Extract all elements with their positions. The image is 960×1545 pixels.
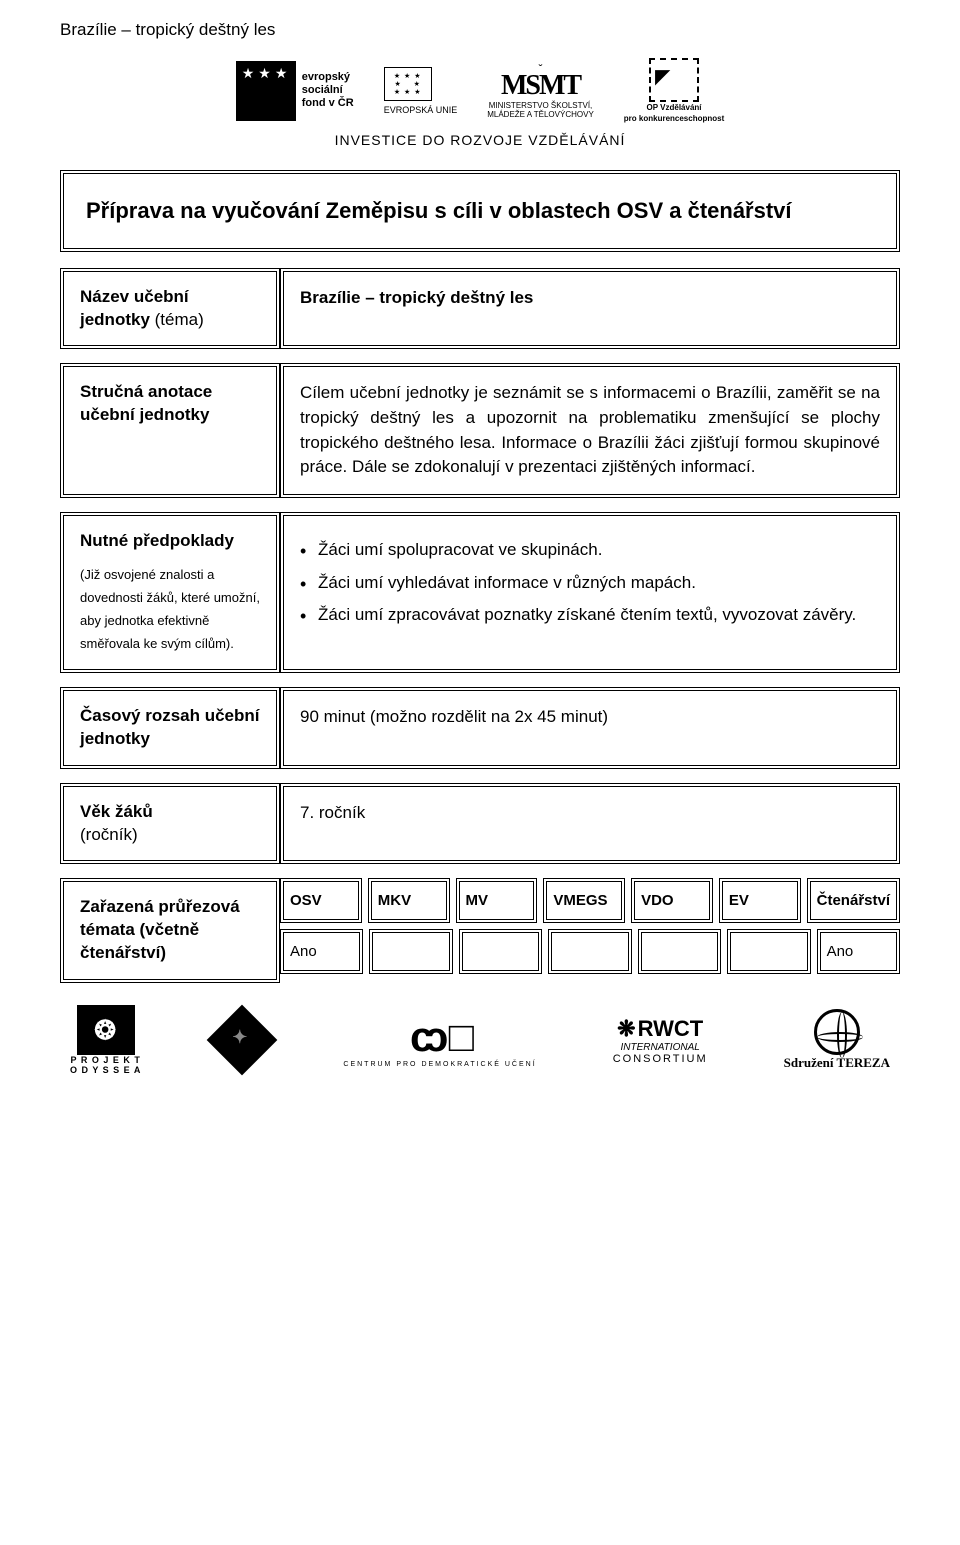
value-unit-name: Brazílie – tropický deštný les <box>280 268 900 350</box>
theme-value: Ano <box>817 929 900 974</box>
rwct-title: RWCT <box>617 1016 703 1042</box>
tereza-logo: Sdružení TEREZA <box>784 1009 890 1071</box>
tereza-text: Sdružení TEREZA <box>784 1055 890 1071</box>
value-prerequisites: Žáci umí spolupracovat ve skupinách. Žác… <box>280 512 900 673</box>
projekt-odyssea-logo: ❂ P R O J E K T O D Y S S E A <box>70 1005 141 1075</box>
op-line1: OP Vzdělávání <box>647 104 702 113</box>
label-age-bold: Věk žáků <box>80 802 153 821</box>
top-logo-row: evropskýsociálnífond v ČR ★ ★ ★★ ★★ ★ ★ … <box>60 58 900 124</box>
theme-value <box>459 929 542 974</box>
row-annotation: Stručná anotace učební jednotky Cílem uč… <box>60 363 900 498</box>
theme-header: EV <box>719 878 801 923</box>
label-annotation: Stručná anotace učební jednotky <box>60 363 280 498</box>
theme-header: VMEGS <box>543 878 625 923</box>
row-prerequisites: Nutné předpoklady (Již osvojené znalosti… <box>60 512 900 673</box>
spacer <box>60 769 900 783</box>
odyssea-text: O D Y S S E A <box>70 1065 141 1075</box>
theme-header: MKV <box>368 878 450 923</box>
label-themes: Zařazená průřezová témata (včetně čtenář… <box>60 878 280 983</box>
spacer <box>60 864 900 878</box>
eu-logo: ★ ★ ★★ ★★ ★ ★ EVROPSKÁ UNIE <box>384 67 458 115</box>
investice-tagline: INVESTICE DO ROZVOJE VZDĚLÁVÁNÍ <box>60 132 900 148</box>
theme-value <box>638 929 721 974</box>
esf-text: evropskýsociálnífond v ČR <box>302 71 354 111</box>
projekt-text: P R O J E K T <box>71 1055 141 1065</box>
themes-value-row: Ano Ano <box>280 929 900 974</box>
rwct-logo: RWCT INTERNATIONAL CONSORTIUM <box>613 1016 708 1065</box>
rwct-international: INTERNATIONAL <box>621 1042 700 1053</box>
op-icon <box>649 58 699 102</box>
label-age-plain: (ročník) <box>80 825 138 844</box>
lesson-title: Příprava na vyučování Zeměpisu s cíli v … <box>86 198 792 223</box>
prereq-list: Žáci umí spolupracovat ve skupinách. Žác… <box>300 538 880 628</box>
eu-flag-icon: ★ ★ ★★ ★★ ★ ★ <box>384 67 432 101</box>
row-themes: Zařazená průřezová témata (včetně čtenář… <box>60 878 900 983</box>
page: Brazílie – tropický deštný les evropskýs… <box>0 0 960 1105</box>
label-time: Časový rozsah učební jednotky <box>60 687 280 769</box>
msmt-logo: ˇ MSMT MINISTERSTVO ŠKOLSTVÍ, MLÁDEŽE A … <box>487 62 594 120</box>
theme-header: Čtenářství <box>807 878 900 923</box>
theme-header: VDO <box>631 878 713 923</box>
footer-logo-row: ❂ P R O J E K T O D Y S S E A cc□ CENTRU… <box>60 1005 900 1075</box>
value-time: 90 minut (možno rozdělit na 2x 45 minut) <box>280 687 900 769</box>
value-age: 7. ročník <box>280 783 900 865</box>
spacer <box>60 673 900 687</box>
theme-header: MV <box>456 878 538 923</box>
eu-label: EVROPSKÁ UNIE <box>384 105 458 115</box>
op-logo: OP Vzdělávání pro konkurenceschopnost <box>624 58 724 124</box>
prereq-item: Žáci umí vyhledávat informace v různých … <box>300 571 880 596</box>
theme-value <box>369 929 452 974</box>
row-unit-name: Název učební jednotky (téma) Brazílie – … <box>60 268 900 350</box>
prereq-item: Žáci umí spolupracovat ve skupinách. <box>300 538 880 563</box>
msmt-line2: MLÁDEŽE A TĚLOVÝCHOVY <box>487 111 594 120</box>
themes-grid-wrap: OSV MKV MV VMEGS VDO EV Čtenářství Ano A… <box>280 878 900 974</box>
row-age: Věk žáků (ročník) 7. ročník <box>60 783 900 865</box>
label-annotation-text: Stručná anotace učební jednotky <box>80 382 212 424</box>
label-unit-name: Název učební jednotky (téma) <box>60 268 280 350</box>
title-block: Příprava na vyučování Zeměpisu s cíli v … <box>60 170 900 252</box>
esf-icon <box>236 61 296 121</box>
projekt-icon: ❂ <box>77 1005 135 1055</box>
label-unit-name-plain: (téma) <box>150 310 204 329</box>
label-themes-text: Zařazená průřezová témata (včetně čtenář… <box>80 897 240 962</box>
cdv-subtitle: CENTRUM PRO DEMOKRATICKÉ UČENÍ <box>343 1061 536 1068</box>
diamond-icon <box>207 1005 278 1076</box>
themes-header-row: OSV MKV MV VMEGS VDO EV Čtenářství <box>280 878 900 923</box>
msmt-letters: MSMT <box>501 70 580 102</box>
theme-header: OSV <box>280 878 362 923</box>
cdv-letters: cc□ <box>410 1013 470 1061</box>
prereq-item: Žáci umí zpracovávat poznatky získané čt… <box>300 603 880 628</box>
esf-logo: evropskýsociálnífond v ČR <box>236 61 354 121</box>
rwct-consortium: CONSORTIUM <box>613 1053 708 1065</box>
clovek-v-tisni-logo <box>217 1015 267 1065</box>
theme-value: Ano <box>280 929 363 974</box>
spacer <box>60 498 900 512</box>
value-annotation: Cílem učební jednotky je seznámit se s i… <box>280 363 900 498</box>
row-time: Časový rozsah učební jednotky 90 minut (… <box>60 687 900 769</box>
label-prereq-note: (Již osvojené znalosti a dovednosti žáků… <box>80 567 260 651</box>
document-header: Brazílie – tropický deštný les <box>60 20 900 40</box>
label-time-text: Časový rozsah učební jednotky <box>80 706 260 748</box>
spacer <box>60 349 900 363</box>
cdv-logo: cc□ CENTRUM PRO DEMOKRATICKÉ UČENÍ <box>343 1013 536 1068</box>
label-prereq-bold: Nutné předpoklady <box>80 531 234 550</box>
label-prerequisites: Nutné předpoklady (Již osvojené znalosti… <box>60 512 280 673</box>
unit-name-value: Brazílie – tropický deštný les <box>300 288 533 307</box>
label-age: Věk žáků (ročník) <box>60 783 280 865</box>
theme-value <box>727 929 810 974</box>
globe-icon <box>814 1009 860 1055</box>
theme-value <box>548 929 631 974</box>
op-line2: pro konkurenceschopnost <box>624 115 724 124</box>
